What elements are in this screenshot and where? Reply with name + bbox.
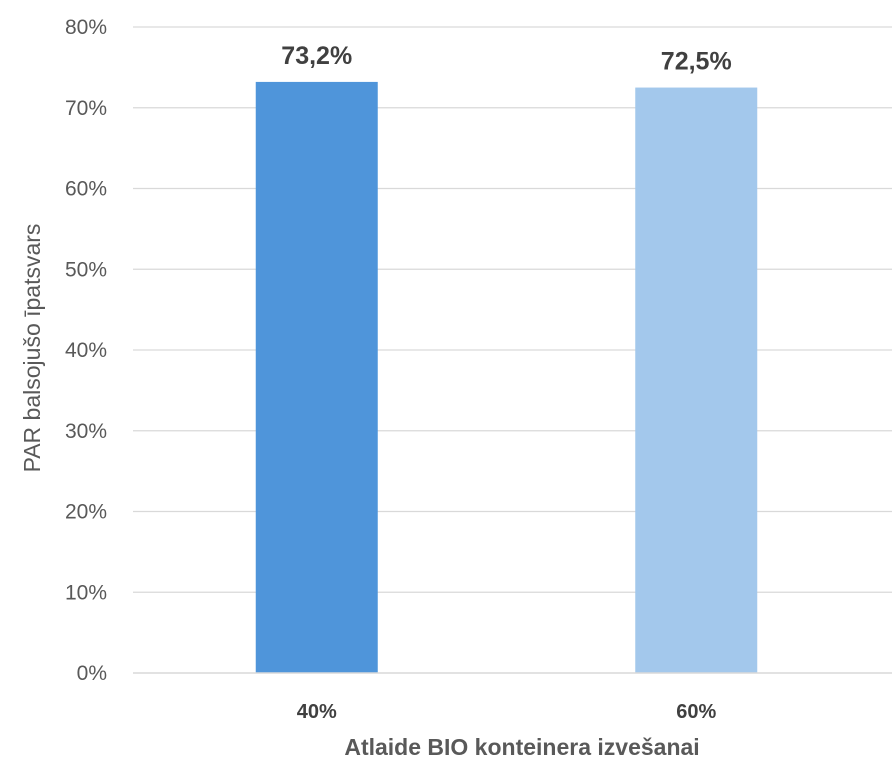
x-category-label: 40%: [297, 701, 337, 723]
y-tick-label: 0%: [77, 662, 107, 685]
x-axis-title: Atlaide BIO konteinera izvešanai: [344, 734, 699, 760]
y-tick-label: 70%: [65, 97, 107, 120]
data-label: 73,2%: [281, 42, 352, 70]
y-tick-label: 80%: [65, 16, 107, 39]
x-category-label: 60%: [676, 701, 716, 723]
gridlines: [133, 26, 892, 593]
bars: [255, 81, 758, 673]
data-labels: 73,2% 72,5%: [281, 42, 731, 76]
y-tick-label: 50%: [65, 258, 107, 281]
y-tick-label: 60%: [65, 178, 107, 201]
y-axis-title: PAR balsojušo īpatsvars: [19, 224, 45, 473]
y-tick-label: 20%: [65, 501, 107, 524]
data-label: 72,5%: [661, 48, 732, 76]
bar-40-percent: [255, 81, 378, 673]
y-tick-label: 40%: [65, 339, 107, 362]
y-axis-ticks: 0% 10% 20% 30% 40% 50% 60% 70% 80%: [65, 16, 107, 685]
y-tick-label: 30%: [65, 420, 107, 443]
bar-60-percent: [635, 87, 758, 673]
x-axis-categories: 40% 60%: [297, 701, 717, 723]
y-tick-label: 10%: [65, 581, 107, 604]
